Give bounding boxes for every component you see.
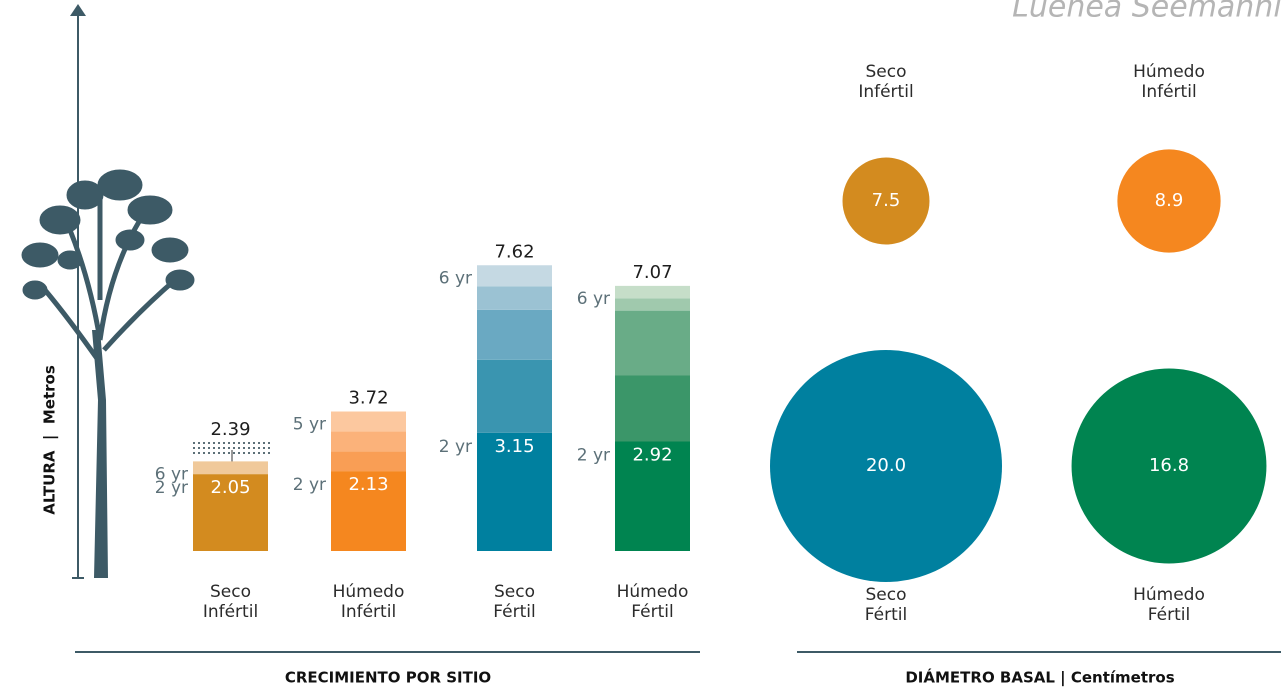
bar-segment bbox=[193, 474, 268, 551]
category-label: Seco bbox=[494, 582, 535, 602]
value-label: 8.9 bbox=[1155, 190, 1184, 211]
value-label: 2.13 bbox=[348, 474, 388, 495]
axis-arrow bbox=[70, 4, 86, 16]
year-label: 2 yr bbox=[577, 446, 610, 466]
bar-segment bbox=[615, 375, 690, 442]
bar-segment bbox=[331, 431, 406, 452]
bubble bbox=[1071, 368, 1267, 564]
category-label: Húmedo bbox=[1133, 585, 1205, 605]
category-label: Infértil bbox=[203, 602, 258, 622]
category-label: Húmedo bbox=[333, 582, 405, 602]
bar-segment bbox=[477, 265, 552, 287]
category-label: Húmedo bbox=[617, 582, 689, 602]
bar-segment bbox=[477, 432, 552, 551]
year-label: 2 yr bbox=[439, 437, 472, 457]
category-label: Infértil bbox=[858, 82, 913, 102]
bar-segment bbox=[193, 461, 268, 475]
bar-segment bbox=[615, 298, 690, 311]
value-label: 2.92 bbox=[632, 445, 672, 466]
value-label: 16.8 bbox=[1149, 455, 1189, 476]
category-label: Seco bbox=[866, 585, 907, 605]
bar-segment bbox=[331, 451, 406, 472]
year-label: 6 yr bbox=[439, 268, 472, 288]
total-label: 7.62 bbox=[494, 241, 534, 262]
bar-segment bbox=[331, 471, 406, 551]
bar-chart-title: CRECIMIENTO POR SITIO bbox=[285, 669, 491, 687]
bar-segment bbox=[331, 411, 406, 432]
category-label: Fértil bbox=[493, 602, 535, 622]
dotted-marker bbox=[193, 442, 272, 454]
year-label: 2 yr bbox=[155, 478, 188, 498]
bubble-chart-title: DIÁMETRO BASAL | Centímetros bbox=[905, 668, 1174, 688]
category-label: Fértil bbox=[631, 602, 673, 622]
tree-icon bbox=[21, 169, 195, 578]
category-label: Fértil bbox=[865, 605, 907, 625]
total-label: 2.39 bbox=[210, 419, 250, 440]
year-label: 5 yr bbox=[293, 415, 326, 435]
species-title: Luehea Seemannii bbox=[1012, 0, 1281, 25]
category-label: Fértil bbox=[1148, 605, 1190, 625]
value-label: 20.0 bbox=[866, 455, 906, 476]
category-label: Seco bbox=[866, 62, 907, 82]
category-label: Seco bbox=[210, 582, 251, 602]
bar-segment bbox=[477, 309, 552, 360]
bar-segment bbox=[477, 359, 552, 433]
bar-segment bbox=[615, 310, 690, 376]
bar-segment bbox=[477, 286, 552, 310]
category-label: Infértil bbox=[341, 602, 396, 622]
year-label: 2 yr bbox=[293, 475, 326, 495]
bubble bbox=[770, 350, 1002, 582]
category-label: Infértil bbox=[1141, 82, 1196, 102]
value-label: 7.5 bbox=[872, 190, 901, 211]
bubble bbox=[1117, 149, 1221, 253]
total-label: 7.07 bbox=[632, 262, 672, 283]
year-label: 6 yr bbox=[577, 289, 610, 309]
value-label: 2.05 bbox=[210, 477, 250, 498]
bar-segment bbox=[615, 441, 690, 551]
y-axis-label: ALTURA | Metros bbox=[41, 365, 60, 515]
total-label: 3.72 bbox=[348, 388, 388, 409]
bubble bbox=[842, 157, 930, 245]
year-label: 6 yr bbox=[155, 464, 188, 484]
category-label: Húmedo bbox=[1133, 62, 1205, 82]
value-label: 3.15 bbox=[494, 436, 534, 457]
bar-segment bbox=[615, 285, 690, 299]
